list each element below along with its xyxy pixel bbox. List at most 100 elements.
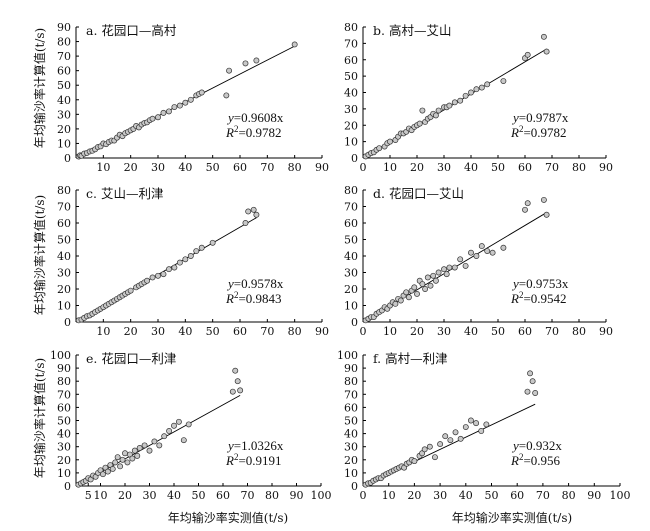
data-point [529, 378, 536, 385]
x-tick-label: 50 [192, 489, 206, 502]
data-point [253, 57, 260, 64]
x-tick-label: 90 [587, 489, 601, 502]
data-point [473, 253, 480, 259]
y-tick-label: 30 [344, 103, 358, 116]
data-point [540, 33, 547, 40]
data-point [462, 262, 469, 269]
data-point [124, 459, 131, 466]
data-point [467, 417, 474, 424]
x-tick-label: 5 [85, 489, 92, 502]
data-point [149, 115, 156, 122]
x-tick-label: 50 [485, 489, 499, 502]
equation-y-symbol: y [226, 438, 234, 453]
data-point [160, 271, 167, 278]
data-point [451, 264, 458, 271]
regression-equation: y=0.9608x [226, 110, 284, 125]
x-tick-label: 20 [410, 161, 424, 174]
x-tick-label: 50 [206, 325, 220, 338]
data-point [209, 239, 216, 246]
data-point [443, 271, 450, 278]
x-tick-label: 70 [536, 489, 550, 502]
data-point [387, 138, 393, 145]
x-tick-label: 80 [288, 325, 302, 338]
data-point [478, 243, 485, 250]
data-point [242, 60, 249, 67]
x-tick-label: 30 [151, 161, 165, 174]
equation-y-symbol: y [226, 276, 234, 291]
data-point [223, 92, 230, 99]
r-squared-symbol: R [225, 453, 234, 468]
y-tick-label: 50 [344, 234, 358, 247]
data-point [122, 450, 128, 457]
y-tick-label: 50 [344, 70, 358, 83]
r-squared-value: =0.956 [523, 453, 560, 468]
x-tick-label: 30 [143, 489, 157, 502]
data-point [414, 291, 420, 297]
panel-title: e. 花园口—利津 [86, 351, 176, 366]
x-tick-label: 20 [124, 325, 138, 338]
data-point [426, 443, 433, 450]
x-tick-label: 10 [383, 161, 397, 174]
data-point [419, 107, 426, 114]
r-squared-symbol: R [510, 125, 519, 140]
data-point [430, 272, 437, 279]
x-tick-label: 60 [233, 161, 247, 174]
data-point [500, 244, 507, 251]
data-point [245, 208, 252, 215]
regression-equation: y=0.9578x [226, 276, 284, 291]
data-point [253, 211, 260, 218]
x-tick-label: 80 [572, 161, 586, 174]
data-point [543, 48, 550, 55]
data-point [198, 244, 205, 251]
data-point [451, 99, 458, 106]
x-tick-label: 40 [464, 161, 478, 174]
y-tick-label: 60 [57, 401, 71, 414]
data-point [119, 456, 126, 463]
data-point [242, 220, 249, 226]
data-point [432, 277, 439, 284]
y-tick-label: 40 [344, 428, 358, 441]
y-tick-label: 60 [57, 217, 71, 230]
data-point [141, 442, 148, 449]
equation-rhs: =0.9578x [234, 276, 284, 291]
panel-title: d. 花园口—艾山 [373, 186, 464, 201]
data-point [484, 248, 491, 254]
y-tick-label: 70 [344, 201, 358, 214]
x-tick-label: 80 [265, 489, 279, 502]
data-point [457, 435, 464, 442]
x-tick-label: 30 [437, 325, 451, 338]
r-squared: R2=0.956 [510, 452, 561, 468]
x-tick-label: 70 [241, 489, 255, 502]
data-point [291, 41, 298, 48]
y-tick-label: 0 [64, 480, 71, 493]
data-point [416, 120, 423, 127]
r-squared-exponent: 2 [519, 124, 524, 134]
r-squared-value: =0.9191 [238, 453, 281, 468]
r-squared-exponent: 2 [519, 290, 524, 300]
data-point [446, 264, 453, 271]
data-point [527, 370, 534, 377]
x-tick-label: 60 [216, 489, 230, 502]
regression-equation: y=0.9753x [511, 276, 569, 291]
y-tick-label: 10 [344, 300, 358, 313]
r-squared: R2=0.9542 [510, 290, 567, 306]
data-point [462, 92, 469, 99]
x-tick-label: 10 [382, 489, 396, 502]
data-point [161, 433, 168, 440]
r-squared: R2=0.9782 [510, 124, 567, 140]
x-tick-label: 90 [290, 489, 304, 502]
y-tick-label: 30 [57, 441, 71, 454]
data-point [500, 78, 507, 84]
data-point [180, 437, 187, 444]
data-point [234, 378, 241, 385]
y-tick-label: 50 [57, 234, 71, 247]
data-point [175, 418, 182, 425]
x-tick-label: 70 [545, 325, 559, 338]
x-tick-label: 50 [491, 161, 505, 174]
y-tick-label: 70 [344, 388, 358, 401]
y-tick-label: 40 [57, 250, 71, 263]
data-point [392, 300, 399, 307]
